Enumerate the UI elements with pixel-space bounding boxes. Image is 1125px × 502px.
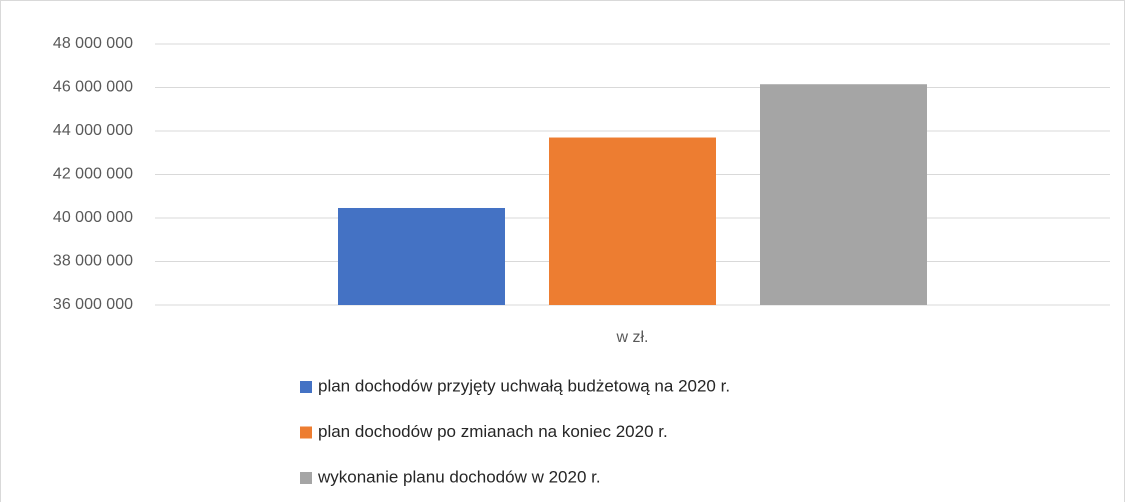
legend-label: plan dochodów po zmianach na koniec 2020… [318, 422, 668, 441]
bar [549, 137, 716, 305]
legend-label: plan dochodów przyjęty uchwałą budżetową… [318, 376, 730, 395]
y-tick-label: 42 000 000 [53, 166, 133, 183]
legend-label: wykonanie planu dochodów w 2020 r. [317, 467, 601, 486]
y-tick-label: 48 000 000 [53, 35, 133, 52]
legend-swatch [300, 472, 312, 484]
bar [338, 207, 505, 305]
y-tick-label: 44 000 000 [53, 122, 133, 139]
bar [760, 84, 927, 305]
y-tick-label: 46 000 000 [53, 79, 133, 96]
y-tick-label: 38 000 000 [53, 253, 133, 270]
legend-swatch [300, 381, 312, 393]
x-tick-label: w zł. [616, 329, 649, 346]
legend: plan dochodów przyjęty uchwałą budżetową… [300, 376, 730, 486]
y-tick-label: 40 000 000 [53, 209, 133, 226]
legend-swatch [300, 426, 312, 439]
y-tick-label: 36 000 000 [53, 296, 133, 313]
